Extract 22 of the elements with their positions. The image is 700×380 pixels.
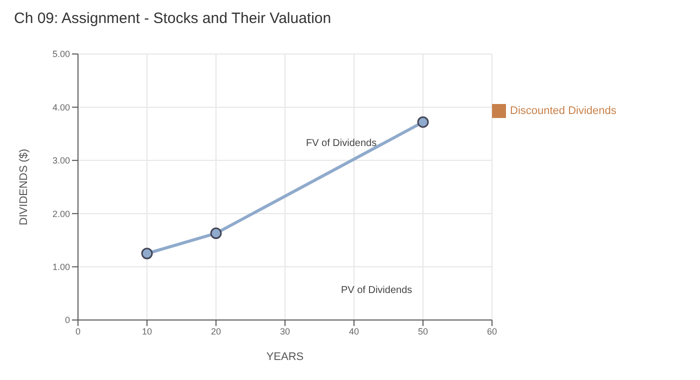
x-axis-title: YEARS	[266, 351, 304, 363]
point	[417, 116, 429, 128]
x-tick-label: 50	[418, 326, 428, 336]
x-tick-label: 10	[142, 326, 152, 336]
x-tick-label: 30	[280, 326, 290, 336]
y-tick-label: 4.00	[52, 102, 70, 112]
annotation: FV of Dividends	[306, 138, 377, 149]
x-tick-label: 60	[486, 326, 498, 336]
annotation: PV of Dividends	[341, 285, 412, 296]
legend-label: Discounted Dividends	[510, 104, 616, 117]
y-tick-label: 5.00	[52, 49, 70, 60]
x-tick-label: 20	[210, 326, 222, 336]
y-tick-label: 0	[64, 315, 70, 326]
y-tick-label: 1.00	[52, 262, 70, 272]
x-tick-label: 0	[75, 326, 81, 336]
y-tick-label: 2.00	[52, 208, 70, 219]
x-tick-label: 40	[348, 326, 360, 336]
point	[141, 248, 153, 260]
chart-title: Ch 09: Assignment - Stocks and Their Valuation	[13, 9, 332, 29]
point	[210, 228, 222, 240]
y-tick-label: 3.00	[52, 156, 70, 166]
y-axis-title: DIVIDENDS ($)	[18, 148, 30, 226]
